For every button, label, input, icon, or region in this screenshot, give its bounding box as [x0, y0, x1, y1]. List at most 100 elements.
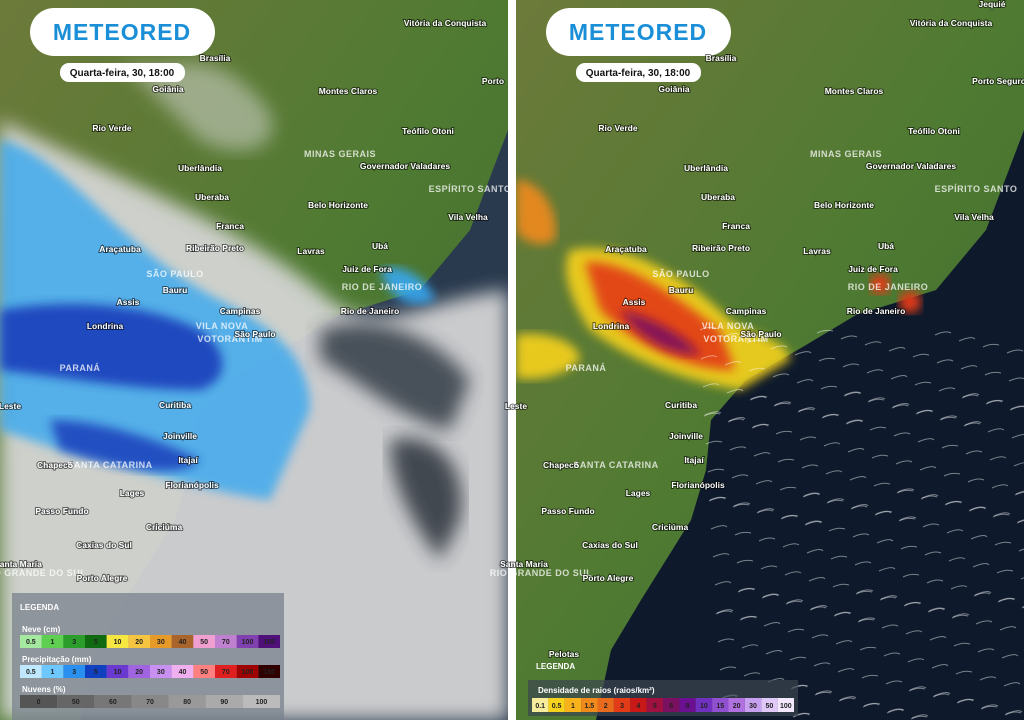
wind-streak [914, 381, 932, 386]
city-label: Teófilo Otoni [402, 126, 454, 136]
right-panel: METEORED Quarta-feira, 30, 18:00 Vitória d… [490, 0, 1024, 716]
wind-streak [743, 672, 761, 677]
wind-streak [883, 652, 901, 657]
legend-swatch [171, 635, 194, 648]
city-label: São Paulo [234, 329, 275, 339]
wind-streak [968, 507, 986, 512]
wind-streak [950, 585, 968, 590]
wind-streak [861, 674, 879, 679]
wind-streak [873, 482, 891, 487]
legend-swatch [777, 698, 794, 712]
city-label: Assis [623, 297, 646, 307]
wind-streak [828, 527, 846, 532]
wind-streak [810, 605, 828, 610]
state-label: SÃO PAULO [652, 269, 709, 279]
wind-streak [911, 714, 929, 719]
wind-streak [932, 693, 950, 698]
wind-streak [837, 668, 855, 673]
wind-streak [867, 398, 885, 403]
wind-streak [792, 713, 810, 718]
wind-streak [900, 545, 918, 550]
wind-streak [981, 704, 999, 709]
wind-streak [1011, 434, 1024, 439]
city-label: Vila Velha [448, 212, 488, 222]
legend-label: Neve (cm) [22, 625, 61, 634]
wind-streak [999, 626, 1017, 631]
legend-swatch [20, 695, 58, 708]
wind-streak [931, 664, 949, 669]
legend-tick: 0.1 [535, 703, 545, 710]
legend-tick: 40 [179, 669, 187, 676]
logo: METEORED [53, 19, 191, 45]
wind-streak [750, 395, 768, 400]
city-label: Curitiba [665, 400, 697, 410]
city-label: Jequié [979, 0, 1006, 9]
wind-streak [948, 557, 966, 562]
wind-streak [702, 383, 720, 388]
wind-streak [734, 531, 752, 536]
wind-streak [830, 555, 848, 560]
wind-streak [912, 353, 930, 358]
wind-streak [729, 446, 747, 451]
wind-streak [710, 525, 728, 530]
legend-tick: 30 [157, 669, 165, 676]
wind-streak [927, 608, 945, 613]
wind-streak [826, 499, 844, 504]
city-label: Juiz de Fora [342, 264, 392, 274]
wind-streak [852, 533, 870, 538]
wind-streak [854, 561, 872, 566]
legend-tick: 50 [766, 703, 774, 710]
wind-streak [781, 514, 799, 519]
city-label: Santa Maria [0, 559, 42, 569]
wind-streak [902, 573, 920, 578]
wind-streak [1006, 349, 1024, 354]
wind-streak [856, 589, 874, 594]
wind-streak [890, 375, 908, 380]
wind-streak [737, 588, 755, 593]
legend-tick: 70 [222, 669, 230, 676]
wind-streak [752, 423, 770, 428]
wind-streak [868, 397, 886, 402]
legend-tick: 0.5 [26, 639, 36, 646]
legend-swatch [150, 635, 172, 648]
city-label: Goiânia [152, 84, 183, 94]
legend-tick: 50 [200, 639, 208, 646]
wind-streak [762, 593, 780, 598]
wind-streak [888, 347, 906, 352]
wind-streak [739, 616, 757, 621]
wind-streak [984, 371, 1002, 376]
wind-streak [839, 696, 857, 701]
legend-tick: 3 [620, 703, 624, 710]
legend-swatch [258, 635, 280, 648]
legend-swatch [128, 635, 150, 648]
legend-tick: 100 [242, 669, 254, 676]
legend-tick: 70 [146, 699, 154, 706]
wind-streak [924, 551, 942, 556]
wind-streak [741, 644, 759, 649]
wind-streak [724, 361, 742, 366]
legend-swatch [106, 635, 129, 648]
wind-streak [921, 494, 939, 499]
wind-streak [992, 513, 1010, 518]
wind-streak [965, 450, 983, 455]
legend-swatch [646, 698, 663, 712]
wind-streak [920, 495, 938, 500]
legend-swatch [171, 665, 194, 678]
legend-tick: 10 [114, 639, 122, 646]
wind-streak [813, 662, 831, 667]
wind-streak [761, 594, 779, 599]
legend-swatch [57, 695, 95, 708]
time-label: Quarta-feira, 30, 18:00 [586, 68, 691, 79]
city-label: Uberaba [195, 192, 229, 202]
city-label: Teófilo Otoni [908, 126, 960, 136]
legend-swatch [242, 695, 280, 708]
wind-streak [993, 512, 1011, 517]
wind-streak [844, 391, 862, 396]
wind-streak [815, 690, 833, 695]
wind-streak [796, 379, 814, 384]
wind-streak [858, 617, 876, 622]
state-label: PARANÁ [566, 363, 607, 373]
wind-streak [1021, 606, 1024, 609]
city-label: Santa Maria [500, 559, 548, 569]
legend-tick: 20 [135, 669, 143, 676]
